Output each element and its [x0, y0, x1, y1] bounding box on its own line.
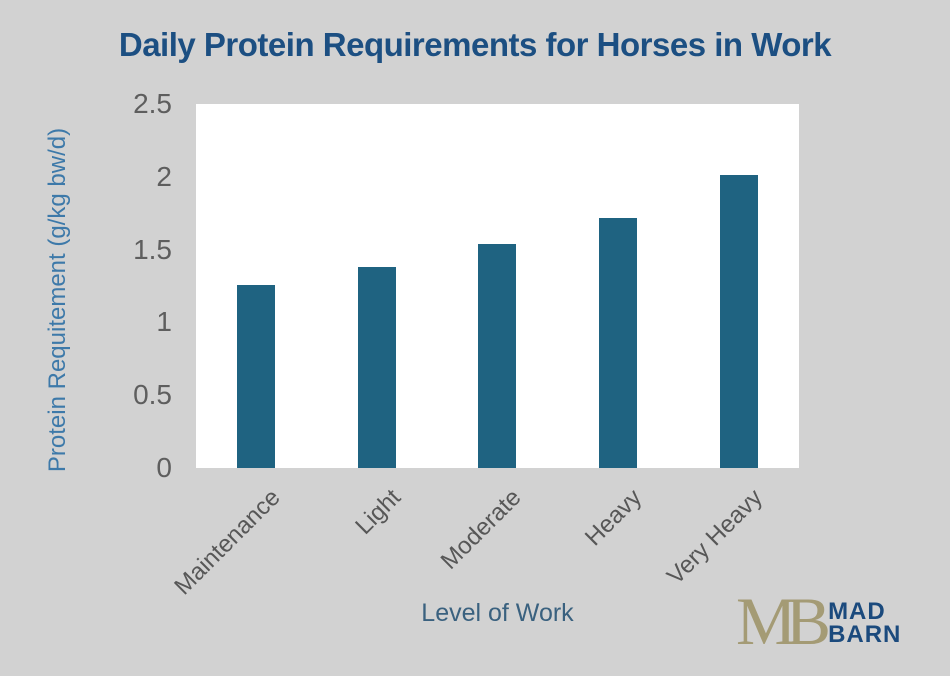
bar-maintenance: [237, 284, 276, 468]
bar-very-heavy: [719, 175, 758, 468]
y-tick-label: 0.5: [133, 379, 172, 411]
madbarn-logo: MB MAD BARN: [736, 583, 902, 659]
bar-series: [196, 104, 799, 468]
bar-band: [196, 104, 317, 468]
bar-moderate: [478, 243, 517, 468]
x-tick-label: Very Heavy: [661, 484, 768, 590]
y-tick-label: 1.5: [133, 233, 172, 265]
madbarn-word-mad: MAD: [828, 598, 886, 625]
madbarn-word-barn: BARN: [828, 621, 902, 648]
x-axis-tick-labels: Maintenance Light Moderate Heavy Very Heavy: [169, 468, 799, 608]
y-tick-label: 1: [156, 306, 172, 338]
plot-area: [196, 104, 799, 468]
x-tick-label: Moderate: [435, 484, 527, 575]
bar-band: [317, 104, 438, 468]
bar-band: [437, 104, 558, 468]
chart-title: Daily Protein Requirements for Horses in…: [118, 26, 832, 63]
bar-light: [357, 267, 396, 468]
y-tick-label: 2: [156, 160, 172, 192]
x-tick-label: Light: [350, 484, 406, 540]
bar-heavy: [599, 217, 638, 468]
x-tick-label: Heavy: [580, 484, 648, 552]
madbarn-monogram-icon: MB: [736, 583, 831, 659]
y-tick-label: 2.5: [133, 88, 172, 119]
x-tick-label: Maintenance: [169, 484, 286, 601]
x-axis-title: Level of Work: [421, 599, 574, 627]
bar-band: [558, 104, 679, 468]
madbarn-wordmark: MAD BARN: [828, 598, 902, 648]
y-tick-label: 0: [156, 452, 172, 483]
bar-band: [678, 104, 799, 468]
